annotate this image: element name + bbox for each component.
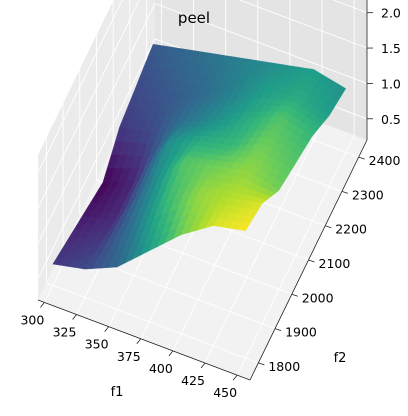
y-gridline <box>79 69 292 295</box>
x-tick-label: 425 <box>181 373 205 388</box>
z-tick-label: 2.0 <box>381 6 401 21</box>
z-gridline <box>37 0 368 209</box>
x-tick <box>136 338 142 345</box>
x-tick <box>104 326 109 332</box>
y-axis-label: f2 <box>334 351 347 366</box>
x-tick <box>40 302 45 308</box>
x-tick <box>168 350 174 357</box>
x-tick-label: 400 <box>149 361 173 376</box>
chart-title: peel <box>178 9 210 27</box>
x-tick-label: 325 <box>53 325 77 340</box>
y-tick-label: 1900 <box>285 325 317 340</box>
y-tick-label: 1800 <box>268 359 300 374</box>
z-tick-label: 0.5 <box>381 112 401 127</box>
tick-labels: 300 325 350 375 400 425 450 1800 1900 2000 2100 220… <box>20 6 400 400</box>
x-tick-label: 450 <box>213 385 237 400</box>
z-gridline <box>37 2 368 244</box>
x-gridline <box>236 0 355 376</box>
tick-marks <box>40 12 373 381</box>
x-tick <box>200 362 206 369</box>
y-tick <box>274 328 282 331</box>
y-tick <box>358 156 365 160</box>
y-tick-label: 2400 <box>369 153 401 168</box>
surface-facet <box>237 222 251 231</box>
surface <box>52 43 347 270</box>
y-gridline <box>96 35 309 261</box>
y-tick <box>325 225 332 229</box>
y-tick-label: 2200 <box>335 222 367 237</box>
x-tick <box>232 374 238 381</box>
x-tick-label: 375 <box>117 349 141 364</box>
x-tick-label: 350 <box>85 337 109 352</box>
x-tick-label: 300 <box>20 312 44 327</box>
x-axis-label: f1 <box>111 385 124 400</box>
y-tick <box>291 293 298 297</box>
y-tick-label: 2000 <box>302 290 334 305</box>
y-tick-label: 2300 <box>352 187 384 202</box>
y-gridline <box>45 137 259 364</box>
y-tick <box>341 191 349 194</box>
z-gridline <box>37 0 368 173</box>
y-tick <box>258 362 265 366</box>
y-tick-label: 2100 <box>319 256 351 271</box>
y-tick <box>308 259 315 263</box>
x-tick <box>72 314 77 320</box>
z-tick-label: 1.5 <box>381 41 401 56</box>
x-axis-line <box>37 299 251 381</box>
z-tick-label: 1.0 <box>381 76 401 91</box>
